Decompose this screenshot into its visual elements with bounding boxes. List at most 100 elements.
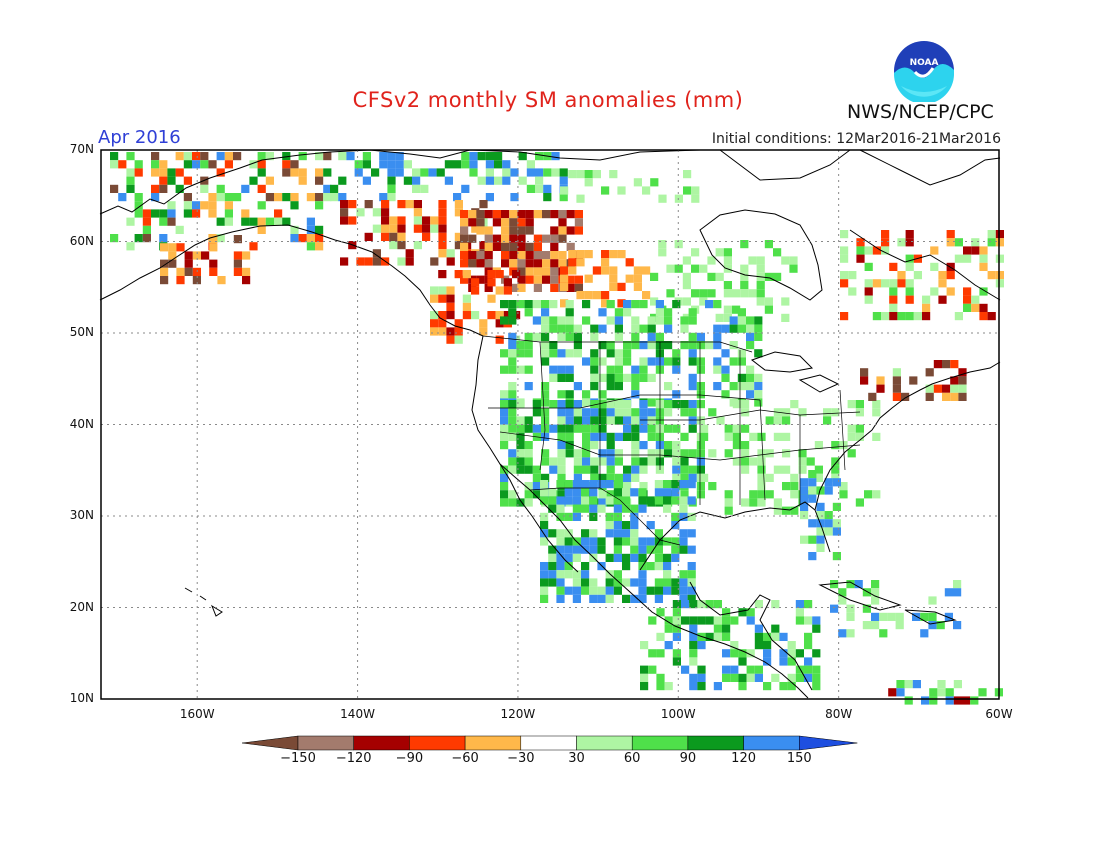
anomaly-cell bbox=[689, 649, 698, 658]
anomaly-cell bbox=[126, 184, 135, 193]
anomaly-cell bbox=[556, 594, 565, 603]
anomaly-cell bbox=[438, 319, 447, 328]
anomaly-cell bbox=[812, 616, 821, 625]
anomaly-cell bbox=[921, 696, 930, 705]
anomaly-cell bbox=[680, 324, 689, 333]
anomaly-cell bbox=[471, 311, 480, 320]
anomaly-cell bbox=[362, 152, 371, 161]
anomaly-cell bbox=[364, 257, 373, 266]
anomaly-cell bbox=[672, 465, 681, 474]
anomaly-cell bbox=[638, 553, 647, 562]
anomaly-cell bbox=[508, 390, 517, 399]
anomaly-cell bbox=[987, 271, 996, 280]
legend-swatch bbox=[464, 735, 522, 751]
anomaly-cell bbox=[904, 696, 913, 705]
anomaly-cell bbox=[929, 696, 938, 705]
anomaly-cell bbox=[605, 480, 614, 489]
anomaly-cell bbox=[763, 657, 772, 666]
anomaly-cell bbox=[242, 267, 251, 276]
anomaly-cell bbox=[732, 441, 741, 450]
anomaly-cell bbox=[680, 457, 689, 466]
anomaly-cell bbox=[613, 512, 622, 521]
anomaly-cell bbox=[183, 176, 192, 185]
anomaly-cell bbox=[708, 408, 717, 417]
anomaly-cell bbox=[700, 473, 709, 482]
lon-label: 140W bbox=[340, 707, 375, 721]
anomaly-cell bbox=[605, 529, 614, 538]
anomaly-cell bbox=[697, 641, 706, 650]
anomaly-cell bbox=[298, 176, 307, 185]
anomaly-cell bbox=[525, 275, 534, 284]
anomaly-cell bbox=[687, 594, 696, 603]
anomaly-cell bbox=[824, 511, 833, 520]
anomaly-cell bbox=[395, 160, 404, 169]
anomaly-cell bbox=[639, 482, 648, 491]
anomaly-cell bbox=[781, 297, 790, 306]
anomaly-cell bbox=[508, 498, 517, 507]
anomaly-cell bbox=[387, 193, 396, 202]
anomaly-cell bbox=[640, 665, 649, 674]
anomaly-cell bbox=[572, 512, 581, 521]
anomaly-cell bbox=[754, 665, 763, 674]
anomaly-cell bbox=[509, 251, 518, 260]
anomaly-cell bbox=[422, 216, 431, 225]
anomaly-cell bbox=[691, 186, 700, 195]
anomaly-cell bbox=[722, 665, 731, 674]
anomaly-cell bbox=[606, 449, 615, 458]
anomaly-cell bbox=[672, 457, 681, 466]
anomaly-cell bbox=[582, 398, 591, 407]
anomaly-cell bbox=[630, 529, 639, 538]
anomaly-cell bbox=[542, 251, 551, 260]
anomaly-cell bbox=[476, 275, 485, 284]
anomaly-cell bbox=[749, 457, 758, 466]
anomaly-cell bbox=[565, 416, 574, 425]
anomaly-cell bbox=[671, 545, 680, 554]
anomaly-cell bbox=[484, 242, 493, 251]
anomaly-cell bbox=[598, 408, 607, 417]
anomaly-cell bbox=[592, 291, 601, 300]
anomaly-cell bbox=[560, 266, 569, 275]
anomaly-cell bbox=[597, 537, 606, 546]
anomaly-cell bbox=[864, 295, 873, 304]
anomaly-cell bbox=[397, 200, 406, 209]
anomaly-cell bbox=[257, 225, 266, 234]
anomaly-cell bbox=[689, 657, 698, 666]
anomaly-cell bbox=[306, 193, 315, 202]
anomaly-cell bbox=[551, 152, 560, 161]
anomaly-cell bbox=[524, 441, 533, 450]
anomaly-cell bbox=[509, 234, 518, 243]
anomaly-cell bbox=[192, 201, 201, 210]
anomaly-cell bbox=[672, 624, 681, 633]
anomaly-cell bbox=[757, 482, 766, 491]
anomaly-cell bbox=[824, 486, 833, 495]
anomaly-cell bbox=[741, 498, 750, 507]
anomaly-cell bbox=[790, 400, 799, 409]
anomaly-cell bbox=[573, 408, 582, 417]
anomaly-cell bbox=[241, 217, 250, 226]
anomaly-cell bbox=[754, 332, 763, 341]
anomaly-cell bbox=[638, 545, 647, 554]
anomaly-cell bbox=[438, 232, 447, 241]
anomaly-cell bbox=[265, 176, 274, 185]
anomaly-cell bbox=[689, 673, 698, 682]
anomaly-cell bbox=[787, 649, 796, 658]
anomaly-cell bbox=[631, 465, 640, 474]
anomaly-cell bbox=[516, 341, 525, 350]
anomaly-cell bbox=[631, 365, 640, 374]
anomaly-cell bbox=[532, 424, 541, 433]
anomaly-cell bbox=[503, 286, 512, 295]
anomaly-cell bbox=[110, 152, 119, 161]
anomaly-cell bbox=[958, 384, 967, 393]
anomaly-cell bbox=[905, 254, 914, 263]
anomaly-cell bbox=[679, 504, 688, 513]
anomaly-cell bbox=[654, 553, 663, 562]
anomaly-cell bbox=[754, 349, 763, 358]
anomaly-cell bbox=[664, 616, 673, 625]
anomaly-cell bbox=[795, 673, 804, 682]
anomaly-cell bbox=[666, 264, 675, 273]
anomaly-cell bbox=[354, 160, 363, 169]
anomaly-cell bbox=[830, 604, 839, 613]
anomaly-cell bbox=[614, 324, 623, 333]
anomaly-cell bbox=[773, 248, 782, 257]
anomaly-cell bbox=[526, 168, 535, 177]
